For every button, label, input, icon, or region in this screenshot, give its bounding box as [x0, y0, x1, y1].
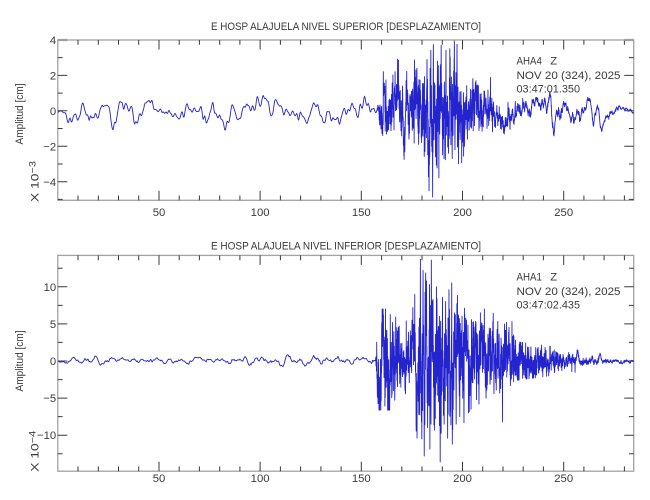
- svg-text:−10: −10: [37, 430, 56, 442]
- svg-text:E HOSP ALAJUELA NIVEL SUPERIOR: E HOSP ALAJUELA NIVEL SUPERIOR [DESPLAZA…: [211, 21, 481, 33]
- svg-text:0: 0: [50, 356, 56, 368]
- svg-text:200: 200: [453, 473, 472, 485]
- svg-text:−5: −5: [43, 393, 56, 405]
- svg-text:03:47:02.435: 03:47:02.435: [517, 300, 581, 312]
- svg-text:50: 50: [153, 207, 166, 219]
- svg-text:5: 5: [50, 319, 56, 331]
- svg-text:100: 100: [251, 207, 270, 219]
- svg-text:−2: −2: [43, 141, 56, 153]
- svg-text:150: 150: [352, 207, 371, 219]
- svg-text:Amplitud [cm]: Amplitud [cm]: [14, 84, 26, 145]
- svg-text:NOV 20 (324), 2025: NOV 20 (324), 2025: [517, 70, 621, 82]
- svg-text:250: 250: [554, 473, 573, 485]
- svg-text:0: 0: [50, 106, 56, 118]
- svg-text:4: 4: [50, 35, 56, 47]
- svg-text:NOV 20 (324), 2025: NOV 20 (324), 2025: [517, 286, 621, 298]
- svg-text:AHA1: AHA1: [517, 272, 542, 284]
- svg-text:−4: −4: [43, 177, 56, 189]
- svg-text:50: 50: [153, 473, 166, 485]
- svg-text:AHA4: AHA4: [517, 56, 542, 68]
- svg-text:03:47:01.350: 03:47:01.350: [517, 84, 581, 96]
- svg-text:E HOSP ALAJUELA NIVEL INFERIOR: E HOSP ALAJUELA NIVEL INFERIOR [DESPLAZA…: [211, 241, 481, 253]
- svg-text:Z: Z: [550, 56, 557, 68]
- svg-text:250: 250: [554, 207, 573, 219]
- svg-text:2: 2: [50, 71, 56, 83]
- svg-text:150: 150: [352, 473, 371, 485]
- svg-text:Z: Z: [550, 272, 557, 284]
- svg-text:10: 10: [44, 282, 57, 294]
- svg-text:100: 100: [251, 473, 270, 485]
- svg-text:200: 200: [453, 207, 472, 219]
- svg-text:Amplitud [cm]: Amplitud [cm]: [14, 331, 26, 392]
